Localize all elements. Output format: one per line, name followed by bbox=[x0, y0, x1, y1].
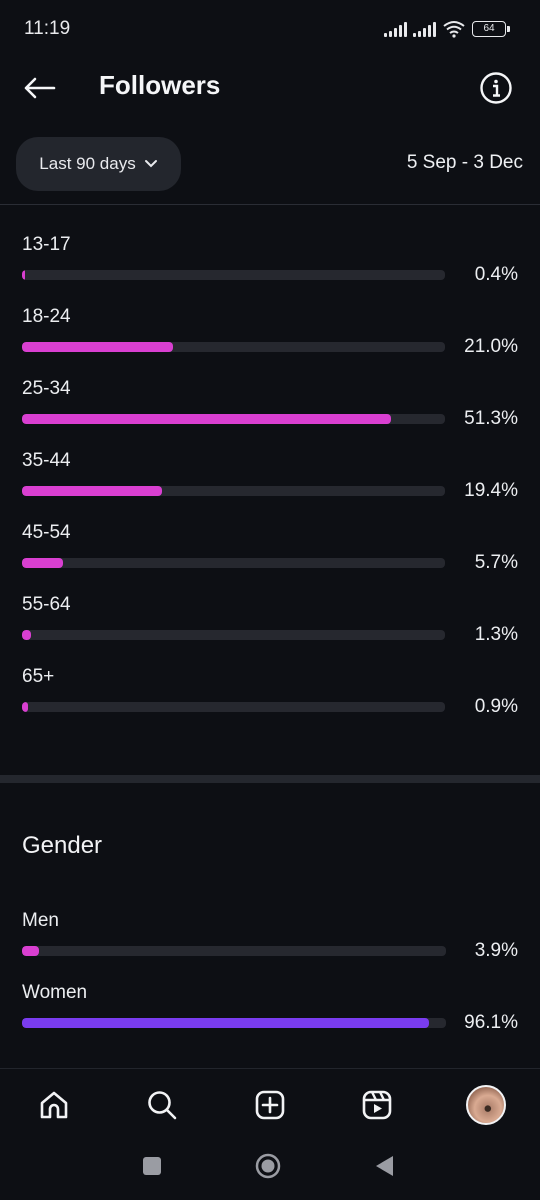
gender-percent: 96.1% bbox=[464, 1012, 518, 1033]
age-row: 18-24 21.0% bbox=[0, 306, 540, 378]
age-percent: 51.3% bbox=[464, 408, 518, 429]
age-bar-fill bbox=[22, 702, 29, 712]
age-bar-fill bbox=[22, 486, 162, 496]
home-circle-icon bbox=[255, 1153, 281, 1179]
age-percent: 5.7% bbox=[474, 552, 518, 573]
chevron-down-icon bbox=[144, 160, 157, 168]
nav-divider bbox=[0, 1068, 540, 1069]
age-label: 13-17 bbox=[22, 234, 71, 255]
age-row: 65+ 0.9% bbox=[0, 666, 540, 738]
age-percent: 19.4% bbox=[464, 480, 518, 501]
profile-avatar bbox=[466, 1085, 506, 1125]
age-row: 45-54 5.7% bbox=[0, 522, 540, 594]
nav-reels[interactable] bbox=[355, 1083, 399, 1127]
system-back-button[interactable] bbox=[374, 1155, 394, 1182]
gender-bar-fill bbox=[22, 946, 39, 956]
age-bar-track bbox=[22, 414, 445, 424]
age-bar-fill bbox=[22, 630, 32, 640]
system-home-button[interactable] bbox=[255, 1153, 281, 1184]
gender-label: Men bbox=[22, 910, 59, 931]
page-title: Followers bbox=[99, 70, 221, 100]
age-percent: 0.4% bbox=[474, 264, 518, 285]
wifi-icon bbox=[443, 21, 465, 38]
gender-title: Gender bbox=[22, 832, 103, 859]
bottom-nav bbox=[0, 1069, 540, 1137]
nav-create[interactable] bbox=[248, 1083, 292, 1127]
age-percent: 1.3% bbox=[474, 624, 518, 645]
age-label: 55-64 bbox=[22, 594, 71, 615]
battery-icon: 64 bbox=[472, 21, 510, 37]
age-bar-track bbox=[22, 630, 445, 640]
age-row: 55-64 1.3% bbox=[0, 594, 540, 666]
status-time: 11:19 bbox=[24, 18, 71, 39]
age-bar-fill bbox=[22, 414, 391, 424]
status-icons: 64 bbox=[384, 20, 510, 38]
age-bar-track bbox=[22, 270, 445, 280]
age-bar-track bbox=[22, 342, 445, 352]
section-divider bbox=[0, 775, 540, 783]
age-label: 25-34 bbox=[22, 378, 71, 399]
info-button[interactable] bbox=[476, 68, 516, 108]
search-icon bbox=[148, 1091, 177, 1120]
age-row: 25-34 51.3% bbox=[0, 378, 540, 450]
home-icon bbox=[40, 1091, 68, 1119]
age-bar-fill bbox=[22, 558, 63, 568]
nav-profile[interactable] bbox=[464, 1083, 508, 1127]
date-range: 5 Sep - 3 Dec bbox=[406, 152, 523, 173]
age-bar-track bbox=[22, 558, 445, 568]
create-icon bbox=[255, 1090, 285, 1120]
divider bbox=[0, 204, 540, 205]
back-arrow-icon bbox=[24, 77, 56, 99]
nav-home[interactable] bbox=[32, 1083, 76, 1127]
gender-row: Men 3.9% bbox=[0, 910, 540, 982]
age-bar-fill bbox=[22, 270, 25, 280]
status-bar: 11:19 64 bbox=[0, 0, 540, 58]
gender-row: Women 96.1% bbox=[0, 982, 540, 1054]
reels-icon bbox=[362, 1090, 392, 1120]
period-dropdown[interactable]: Last 90 days bbox=[16, 137, 181, 191]
age-row: 13-17 0.4% bbox=[0, 234, 540, 306]
nav-search[interactable] bbox=[140, 1083, 184, 1127]
period-label: Last 90 days bbox=[39, 154, 136, 173]
signal-icon bbox=[384, 21, 407, 37]
age-label: 18-24 bbox=[22, 306, 71, 327]
system-nav bbox=[0, 1138, 540, 1200]
age-bar-fill bbox=[22, 342, 173, 352]
recents-icon bbox=[143, 1157, 161, 1175]
gender-label: Women bbox=[22, 982, 88, 1003]
gender-bar-fill bbox=[22, 1018, 430, 1028]
age-label: 65+ bbox=[22, 666, 55, 687]
gender-percent: 3.9% bbox=[474, 940, 518, 961]
age-bar-track bbox=[22, 486, 445, 496]
info-icon bbox=[480, 72, 512, 104]
gender-bar-track bbox=[22, 946, 446, 956]
recents-button[interactable] bbox=[142, 1156, 162, 1181]
header: Followers bbox=[0, 58, 540, 118]
signal-icon bbox=[413, 21, 436, 37]
gender-bar-track bbox=[22, 1018, 446, 1028]
age-label: 45-54 bbox=[22, 522, 71, 543]
back-button[interactable] bbox=[18, 68, 60, 108]
age-row: 35-44 19.4% bbox=[0, 450, 540, 522]
age-label: 35-44 bbox=[22, 450, 71, 471]
age-percent: 21.0% bbox=[464, 336, 518, 357]
age-percent: 0.9% bbox=[474, 696, 518, 717]
age-bar-track bbox=[22, 702, 445, 712]
back-triangle-icon bbox=[376, 1156, 393, 1176]
